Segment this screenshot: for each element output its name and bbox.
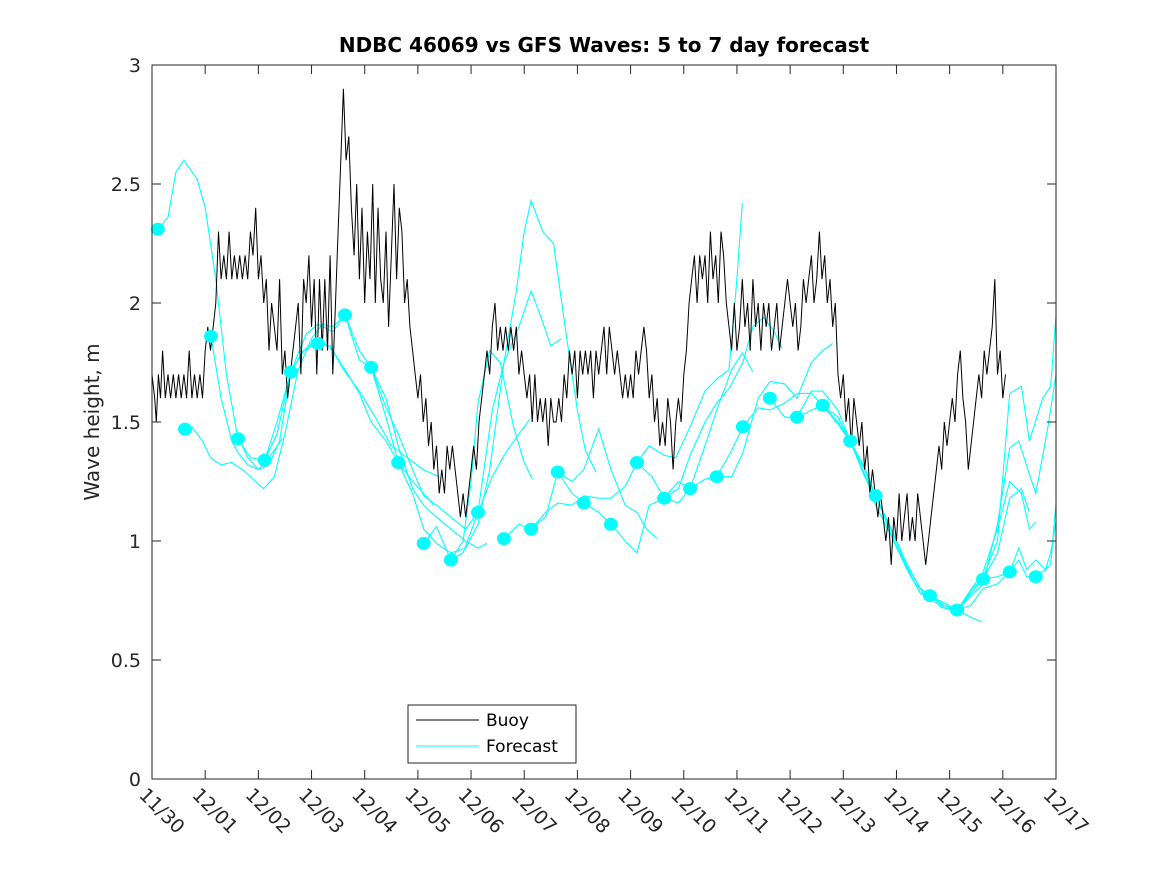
forecast-marker-25 (790, 410, 804, 424)
forecast-line-5 (264, 313, 488, 549)
y-tick-label: 1 (129, 531, 141, 553)
y-tick-label: 2.5 (111, 174, 141, 196)
forecast-line-10 (503, 461, 691, 539)
forecast-marker-16 (550, 465, 565, 479)
y-tick-label: 3 (129, 55, 141, 77)
forecast-line-21 (875, 314, 1057, 614)
forecast-line-7 (370, 289, 562, 554)
buoy-series (151, 88, 1006, 565)
forecast-marker-33 (1028, 570, 1043, 584)
forecast-marker-3 (204, 329, 218, 343)
forecast-marker-23 (735, 420, 750, 434)
forecast-marker-7 (310, 337, 325, 350)
forecast-marker-19 (630, 456, 644, 469)
forecast-marker-8 (338, 308, 352, 322)
forecast-line-12 (557, 351, 754, 554)
forecast-marker-15 (524, 522, 539, 536)
forecast-line-6 (344, 314, 531, 530)
forecast-marker-9 (364, 360, 379, 374)
chart-title: NDBC 46069 vs GFS Waves: 5 to 7 day fore… (339, 33, 870, 57)
y-tick-label: 0.5 (111, 650, 141, 672)
y-tick-label: 1.5 (111, 412, 141, 434)
forecast-marker-26 (815, 398, 830, 412)
y-tick-label: 0 (129, 769, 141, 791)
forecast-marker-5 (257, 453, 272, 467)
forecast-marker-32 (1002, 565, 1017, 579)
forecast-marker-14 (497, 532, 511, 546)
legend-label-forecast: Forecast (486, 737, 558, 757)
forecast-line-11 (530, 427, 658, 540)
forecast-line-4 (237, 337, 435, 506)
forecast-marker-31 (976, 572, 991, 586)
plot-area (150, 88, 1057, 623)
forecast-marker-11 (416, 536, 431, 550)
forecast-marker-22 (709, 470, 724, 484)
forecast-marker-20 (657, 491, 672, 505)
forecast-marker-18 (603, 517, 618, 531)
forecast-marker-12 (443, 553, 458, 567)
buoy-line (151, 88, 1006, 565)
y-tick-label: 2 (129, 293, 141, 315)
forecast-marker-29 (923, 589, 937, 603)
forecast-marker-4 (231, 432, 246, 446)
forecast-marker-6 (283, 365, 298, 379)
forecast-marker-28 (868, 489, 883, 503)
forecast-marker-13 (471, 505, 485, 519)
y-axis-ticks: 0 0.5 1 1.5 2 2.5 3 (111, 55, 1056, 791)
forecast-line-2 (184, 314, 346, 490)
forecast-line-23 (983, 521, 1057, 580)
forecast-markers (150, 222, 1043, 617)
forecast-line-8 (423, 349, 533, 562)
forecast-marker-21 (683, 482, 698, 496)
legend-label-buoy: Buoy (486, 711, 529, 731)
forecast-marker-2 (178, 422, 192, 436)
legend-box (407, 704, 577, 764)
legend: Buoy Forecast (407, 704, 577, 764)
forecast-marker-17 (576, 496, 591, 510)
forecast-marker-1 (150, 222, 165, 236)
y-axis-label: Wave height, m (80, 343, 104, 500)
forecast-line-9 (450, 198, 597, 561)
forecast-marker-10 (391, 456, 406, 469)
forecast-line-19 (822, 404, 1037, 611)
forecast-marker-27 (843, 434, 858, 448)
forecast-marker-30 (950, 603, 965, 617)
forecast-marker-24 (762, 391, 777, 405)
